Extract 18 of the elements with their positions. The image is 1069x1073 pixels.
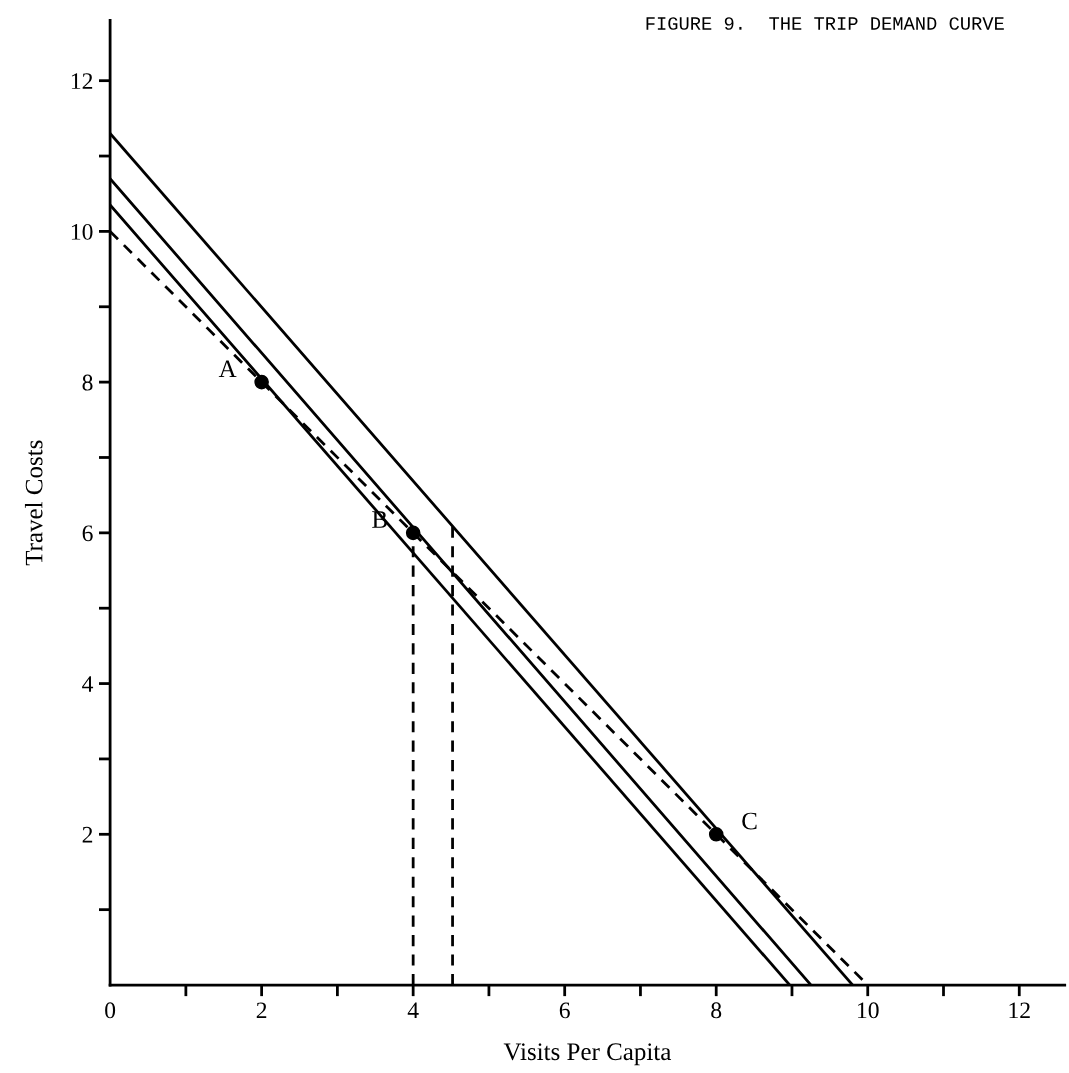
x-tick-label: 2 [256, 1002, 267, 1019]
x-tick-label: 10 [858, 1002, 879, 1019]
y-tick-label: 8 [82, 374, 93, 391]
annotation: A [218, 360, 237, 378]
x-axis-title: Visits Per Capita [503, 1043, 672, 1066]
chart-title: FIGURE 9. THE TRIP DEMAND CURVE [646, 17, 1004, 30]
x-tick-label: 12 [1009, 1002, 1030, 1019]
y-tick-label: 6 [82, 525, 93, 542]
annotation: C [742, 812, 757, 830]
y-axis-title: Travel Costs [24, 440, 43, 566]
y-tick-label: 10 [71, 223, 93, 240]
y-tick-label: 12 [71, 73, 93, 89]
x-tick-label: 6 [559, 1002, 570, 1019]
y-tick-label: 2 [82, 826, 93, 843]
y-tick-label: 4 [82, 676, 94, 692]
x-tick-label: 8 [711, 1002, 722, 1019]
x-tick-label: 0 [105, 1002, 116, 1019]
x-tick-label: 4 [407, 1002, 419, 1019]
